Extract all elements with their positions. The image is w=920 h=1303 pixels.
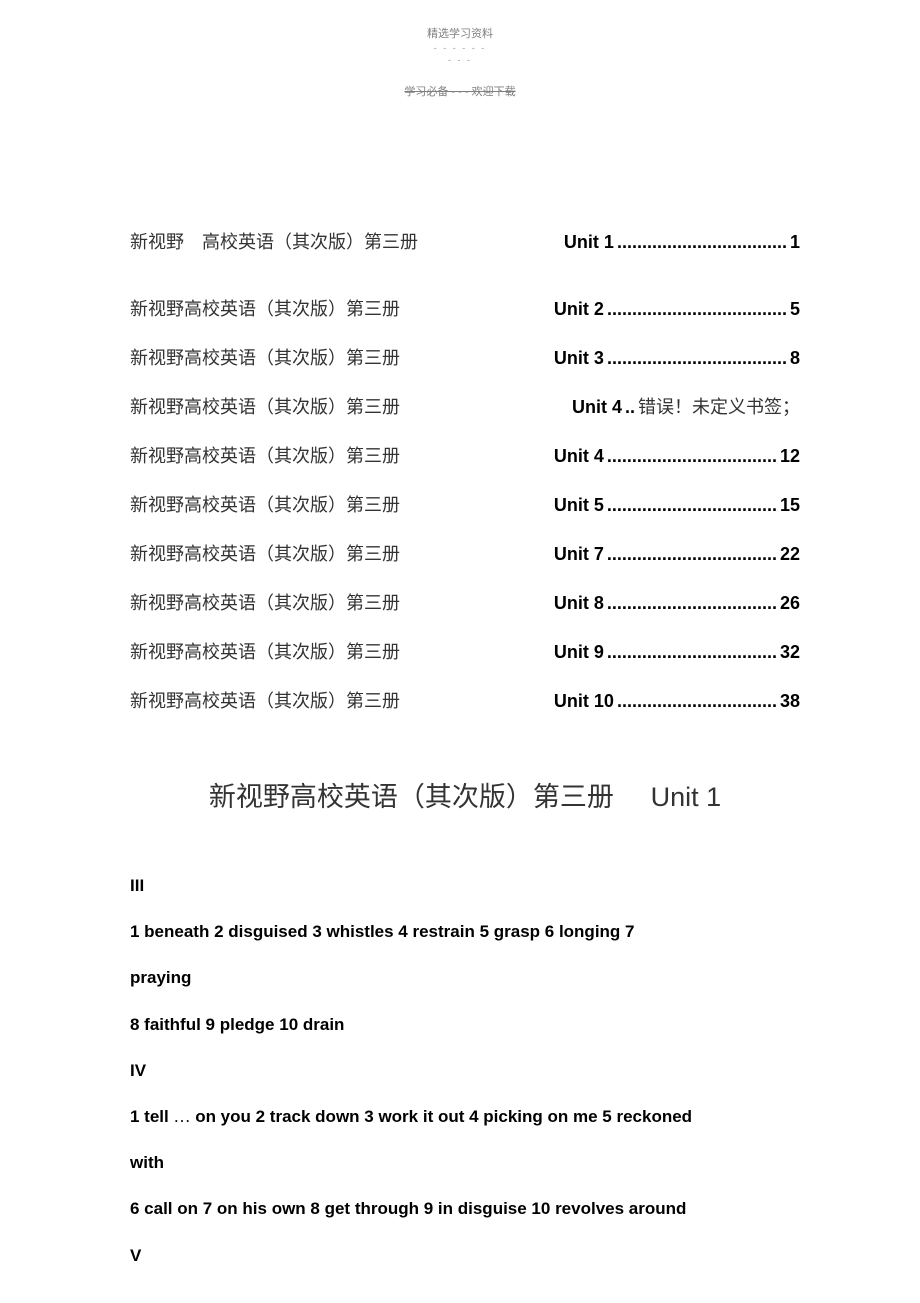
- toc-unit: Unit 4: [554, 443, 604, 470]
- toc-page-number: 12: [780, 443, 800, 470]
- toc-chapter-title: 新视野高校英语（其次版）第三册: [130, 296, 400, 323]
- toc-row: 新视野高校英语（其次版）第三册 Unit 8 .................…: [130, 590, 800, 617]
- toc-dots: ..................................: [607, 639, 777, 666]
- toc-row: 新视野高校英语（其次版）第三册 Unit 2 .................…: [130, 296, 800, 323]
- toc-page-ref: Unit 2 .................................…: [554, 296, 800, 323]
- body-line: 1 beneath 2 disguised 3 whistles 4 restr…: [130, 910, 800, 954]
- body-line: 8 faithful 9 pledge 10 drain: [130, 1003, 800, 1047]
- toc-error-text: 错误！未定义书签；: [638, 394, 800, 421]
- body-line: 6 call on 7 on his own 8 get through 9 i…: [130, 1187, 800, 1231]
- header-dashes2: - - -: [0, 55, 920, 65]
- toc-dots: ....................................: [607, 296, 787, 323]
- toc-row: 新视野高校英语（其次版）第三册 Unit 3 .................…: [130, 345, 800, 372]
- toc-chapter-title: 新视野高校英语（其次版）第三册: [130, 639, 400, 666]
- toc-unit: Unit 4: [572, 394, 622, 421]
- toc-page-ref: Unit 1 .................................…: [564, 229, 800, 256]
- toc-unit: Unit 8: [554, 590, 604, 617]
- toc-unit: Unit 9: [554, 639, 604, 666]
- unit-heading-unit: Unit 1: [651, 782, 722, 812]
- toc-row: 新视野高校英语（其次版）第三册 Unit 5 .................…: [130, 492, 800, 519]
- toc-page-ref: Unit 4 .................................…: [554, 443, 800, 470]
- toc-chapter-title: 新视野高校英语（其次版）第三册: [130, 492, 400, 519]
- toc-chapter-title: 新视野高校英语（其次版）第三册: [130, 345, 400, 372]
- toc-dots: ..: [625, 394, 635, 421]
- toc-page-number: 1: [790, 229, 800, 256]
- toc-chapter-title: 新视野 高校英语（其次版）第三册: [130, 229, 418, 256]
- toc-page-ref: Unit 5 .................................…: [554, 492, 800, 519]
- toc-dots: ..................................: [607, 590, 777, 617]
- toc-row: 新视野高校英语（其次版）第三册 Unit 9 .................…: [130, 639, 800, 666]
- toc-unit: Unit 7: [554, 541, 604, 568]
- toc-row: 新视野高校英语（其次版）第三册 Unit 7 .................…: [130, 541, 800, 568]
- toc-page-ref: Unit 7 .................................…: [554, 541, 800, 568]
- toc-row: 新视野 高校英语（其次版）第三册 Unit 1 ................…: [130, 229, 800, 256]
- toc-row: 新视野高校英语（其次版）第三册 Unit 4 .. 错误！未定义书签；: [130, 394, 800, 421]
- body-line: IV: [130, 1049, 800, 1093]
- toc-page-ref: Unit 9 .................................…: [554, 639, 800, 666]
- unit-heading: 新视野高校英语（其次版）第三册 Unit 1: [130, 775, 800, 814]
- page-content: 新视野 高校英语（其次版）第三册 Unit 1 ................…: [0, 99, 920, 1278]
- toc-chapter-title: 新视野高校英语（其次版）第三册: [130, 443, 400, 470]
- toc-dots: ................................: [617, 688, 777, 715]
- body-line: with: [130, 1141, 800, 1185]
- table-of-contents: 新视野 高校英语（其次版）第三册 Unit 1 ................…: [130, 229, 800, 715]
- toc-chapter-title: 新视野高校英语（其次版）第三册: [130, 590, 400, 617]
- header-dashes: - - - - - -: [0, 43, 920, 53]
- toc-dots: ....................................: [607, 345, 787, 372]
- body-line: III: [130, 864, 800, 908]
- toc-page-number: 38: [780, 688, 800, 715]
- toc-page-number: 15: [780, 492, 800, 519]
- body-line: praying: [130, 956, 800, 1000]
- unit-heading-chinese: 新视野高校英语（其次版）第三册: [209, 782, 614, 812]
- body-line: V: [130, 1234, 800, 1278]
- toc-unit: Unit 1: [564, 229, 614, 256]
- body-line: 1 tell … on you 2 track down 3 work it o…: [130, 1095, 800, 1139]
- body-text-before: 1 tell: [130, 1107, 173, 1126]
- toc-dots: ..................................: [607, 541, 777, 568]
- toc-unit: Unit 10: [554, 688, 614, 715]
- toc-page-number: 8: [790, 345, 800, 372]
- toc-page-number: 22: [780, 541, 800, 568]
- toc-dots: ..................................: [617, 229, 787, 256]
- body-text-after: on you 2 track down 3 work it out 4 pick…: [190, 1107, 692, 1126]
- toc-page-ref: Unit 3 .................................…: [554, 345, 800, 372]
- toc-unit: Unit 3: [554, 345, 604, 372]
- toc-chapter-title: 新视野高校英语（其次版）第三册: [130, 688, 400, 715]
- toc-page-ref: Unit 10 ................................…: [554, 688, 800, 715]
- toc-page-ref: Unit 4 .. 错误！未定义书签；: [572, 394, 800, 421]
- toc-chapter-title: 新视野高校英语（其次版）第三册: [130, 394, 400, 421]
- toc-chapter-title: 新视野高校英语（其次版）第三册: [130, 541, 400, 568]
- toc-row: 新视野高校英语（其次版）第三册 Unit 4 .................…: [130, 443, 800, 470]
- toc-page-ref: Unit 8 .................................…: [554, 590, 800, 617]
- header-strike: 学习必备 - - - 欢迎下载: [0, 83, 920, 99]
- toc-row: 新视野高校英语（其次版）第三册 Unit 10 ................…: [130, 688, 800, 715]
- toc-page-number: 26: [780, 590, 800, 617]
- toc-dots: ..................................: [607, 492, 777, 519]
- answer-body: III 1 beneath 2 disguised 3 whistles 4 r…: [130, 864, 800, 1278]
- toc-dots: ..................................: [607, 443, 777, 470]
- toc-unit: Unit 2: [554, 296, 604, 323]
- toc-page-number: 5: [790, 296, 800, 323]
- toc-unit: Unit 5: [554, 492, 604, 519]
- ellipsis: …: [173, 1107, 190, 1126]
- header-watermark: 精选学习资料: [0, 0, 920, 41]
- toc-page-number: 32: [780, 639, 800, 666]
